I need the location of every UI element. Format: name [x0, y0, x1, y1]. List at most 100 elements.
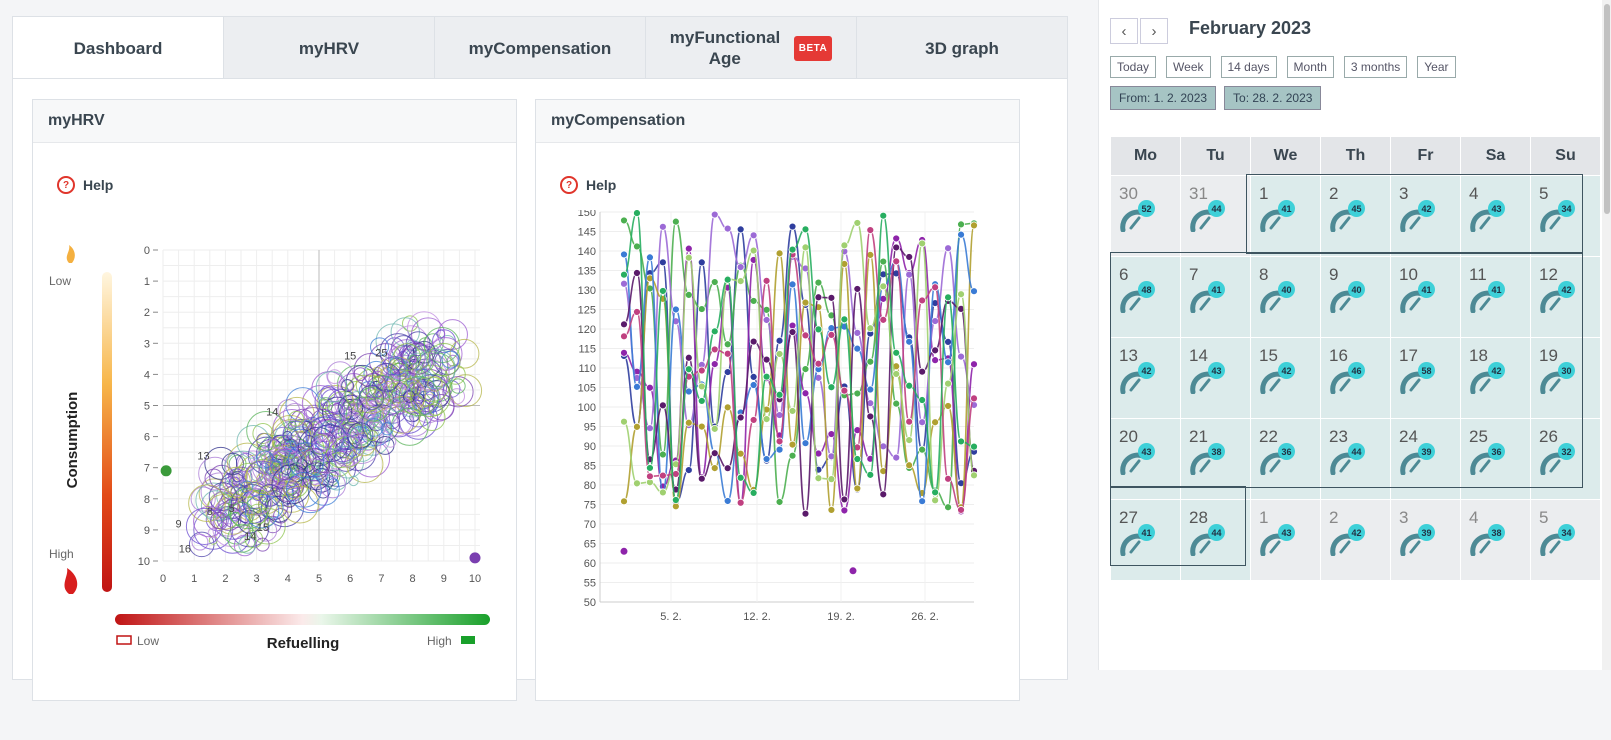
- hrv-bubble: [247, 503, 268, 525]
- hrv-bubble: [211, 501, 247, 537]
- compensation-point: [671, 496, 680, 504]
- calendar-day[interactable]: 25 36: [1460, 418, 1531, 500]
- calendar-day[interactable]: 17 58: [1390, 337, 1461, 419]
- hrv-bubble: [311, 456, 329, 474]
- hrv-bubble: [229, 476, 241, 488]
- calendar-day[interactable]: 13 42: [1110, 337, 1181, 419]
- calendar-day[interactable]: 5 34: [1530, 499, 1601, 581]
- calendar-day[interactable]: 18 42: [1460, 337, 1531, 419]
- calendar-day[interactable]: 22 36: [1250, 418, 1321, 500]
- calendar-day[interactable]: 3 42: [1390, 175, 1461, 257]
- calendar-day[interactable]: 26 32: [1530, 418, 1601, 500]
- calendar-day[interactable]: 11 41: [1460, 256, 1531, 338]
- hrv-score-badge: 34: [1558, 524, 1575, 541]
- refuelling-low-label: Low: [137, 634, 159, 648]
- calendar-day[interactable]: 4 43: [1460, 175, 1531, 257]
- range-button[interactable]: 3 months: [1343, 56, 1408, 78]
- calendar-day[interactable]: 10 41: [1390, 256, 1461, 338]
- tab-mycompensation[interactable]: myCompensation: [435, 17, 646, 79]
- calendar-day[interactable]: 24 39: [1390, 418, 1461, 500]
- compensation-point: [710, 360, 719, 368]
- compensation-point: [970, 221, 978, 230]
- calendar-day[interactable]: 21 38: [1180, 418, 1251, 500]
- calendar-day[interactable]: 6 48: [1110, 256, 1181, 338]
- compensation-point: [697, 258, 706, 267]
- calendar-day[interactable]: 3 39: [1390, 499, 1461, 581]
- calendar-day[interactable]: 2 42: [1320, 499, 1391, 581]
- calendar-day[interactable]: 8 40: [1250, 256, 1321, 338]
- calendar-day[interactable]: 30 52: [1110, 175, 1181, 257]
- hrv-score-badge: 32: [1558, 443, 1575, 460]
- tab-myhrv[interactable]: myHRV: [224, 17, 435, 79]
- hrv-bubble: [347, 422, 374, 449]
- calendar-day[interactable]: 1 43: [1250, 499, 1321, 581]
- scrollbar[interactable]: [1602, 0, 1611, 670]
- hrv-bubble: [418, 404, 446, 431]
- compensation-point: [762, 355, 771, 364]
- compensation-point: [633, 479, 641, 488]
- day-number: 5: [1539, 508, 1549, 527]
- calendar-day[interactable]: 9 40: [1320, 256, 1391, 338]
- compensation-point: [620, 216, 628, 225]
- hrv-bubble: [384, 435, 397, 448]
- compensation-point: [957, 220, 965, 229]
- hrv-bubble: [326, 361, 354, 389]
- hrv-bubble: [409, 376, 451, 418]
- calendar-day[interactable]: 19 30: [1530, 337, 1601, 419]
- scrollbar-thumb[interactable]: [1604, 4, 1610, 214]
- x-tick-label: 6: [347, 573, 353, 585]
- tab-3d-graph[interactable]: 3D graph: [857, 17, 1067, 79]
- range-button[interactable]: Month: [1286, 56, 1334, 78]
- compensation-point: [775, 437, 784, 446]
- y-tick-label: 135: [578, 266, 596, 278]
- compensation-card-title: myCompensation: [536, 100, 1019, 143]
- compensation-point: [671, 470, 680, 478]
- compensation-point: [892, 399, 901, 408]
- calendar-day[interactable]: 7 41: [1180, 256, 1251, 338]
- compensation-point: [697, 422, 706, 431]
- calendar-day[interactable]: 31 44: [1180, 175, 1251, 257]
- calendar-day[interactable]: 5 34: [1530, 175, 1601, 257]
- hrv-help-button[interactable]: ? Help: [57, 176, 113, 194]
- prev-month-button[interactable]: ‹: [1110, 18, 1138, 44]
- calendar-day[interactable]: 28 44: [1180, 499, 1251, 581]
- calendar-day[interactable]: 20 43: [1110, 418, 1181, 500]
- consumption-low-label: Low: [49, 274, 71, 288]
- to-date-button[interactable]: To: 28. 2. 2023: [1224, 86, 1322, 110]
- tab-myfunctional-age[interactable]: myFunctional Age BETA: [646, 17, 857, 79]
- hrv-bubble: [287, 420, 297, 431]
- range-button[interactable]: Week: [1166, 56, 1211, 78]
- calendar-day[interactable]: 16 46: [1320, 337, 1391, 419]
- hrv-bubble: [193, 505, 225, 538]
- compensation-help-button[interactable]: ? Help: [560, 176, 616, 194]
- month-title: February 2023: [1189, 18, 1312, 38]
- tab-dashboard[interactable]: Dashboard: [13, 17, 224, 80]
- compensation-point: [736, 225, 745, 234]
- range-button[interactable]: Today: [1110, 56, 1157, 78]
- calendar-day[interactable]: 1 41: [1250, 175, 1321, 257]
- compensation-point: [905, 461, 914, 470]
- compensation-point: [905, 417, 914, 426]
- y-tick-label: 7: [144, 463, 150, 475]
- calendar-day[interactable]: 23 44: [1320, 418, 1391, 500]
- range-button[interactable]: 14 days: [1220, 56, 1277, 78]
- compensation-point: [866, 226, 875, 234]
- compensation-point: [658, 401, 667, 410]
- calendar-day[interactable]: 2 45: [1320, 175, 1391, 257]
- hrv-bubble: [428, 337, 463, 371]
- calendar-day[interactable]: 27 41: [1110, 499, 1181, 581]
- calendar-day[interactable]: 4 38: [1460, 499, 1531, 581]
- calendar-day[interactable]: 15 42: [1250, 337, 1321, 419]
- range-button[interactable]: Year: [1417, 56, 1456, 78]
- hrv-score-badge: 38: [1208, 443, 1225, 460]
- day-number: 5: [1539, 184, 1549, 203]
- next-month-button[interactable]: ›: [1140, 18, 1168, 44]
- calendar-day[interactable]: 14 43: [1180, 337, 1251, 419]
- calendar-day[interactable]: 12 42: [1530, 256, 1601, 338]
- from-date-button[interactable]: From: 1. 2. 2023: [1110, 86, 1217, 110]
- hrv-score-badge: 44: [1208, 200, 1225, 217]
- y-tick-label: 120: [578, 324, 596, 336]
- compensation-point: [827, 383, 836, 392]
- compensation-point: [970, 360, 978, 369]
- hrv-bubble: [450, 378, 466, 394]
